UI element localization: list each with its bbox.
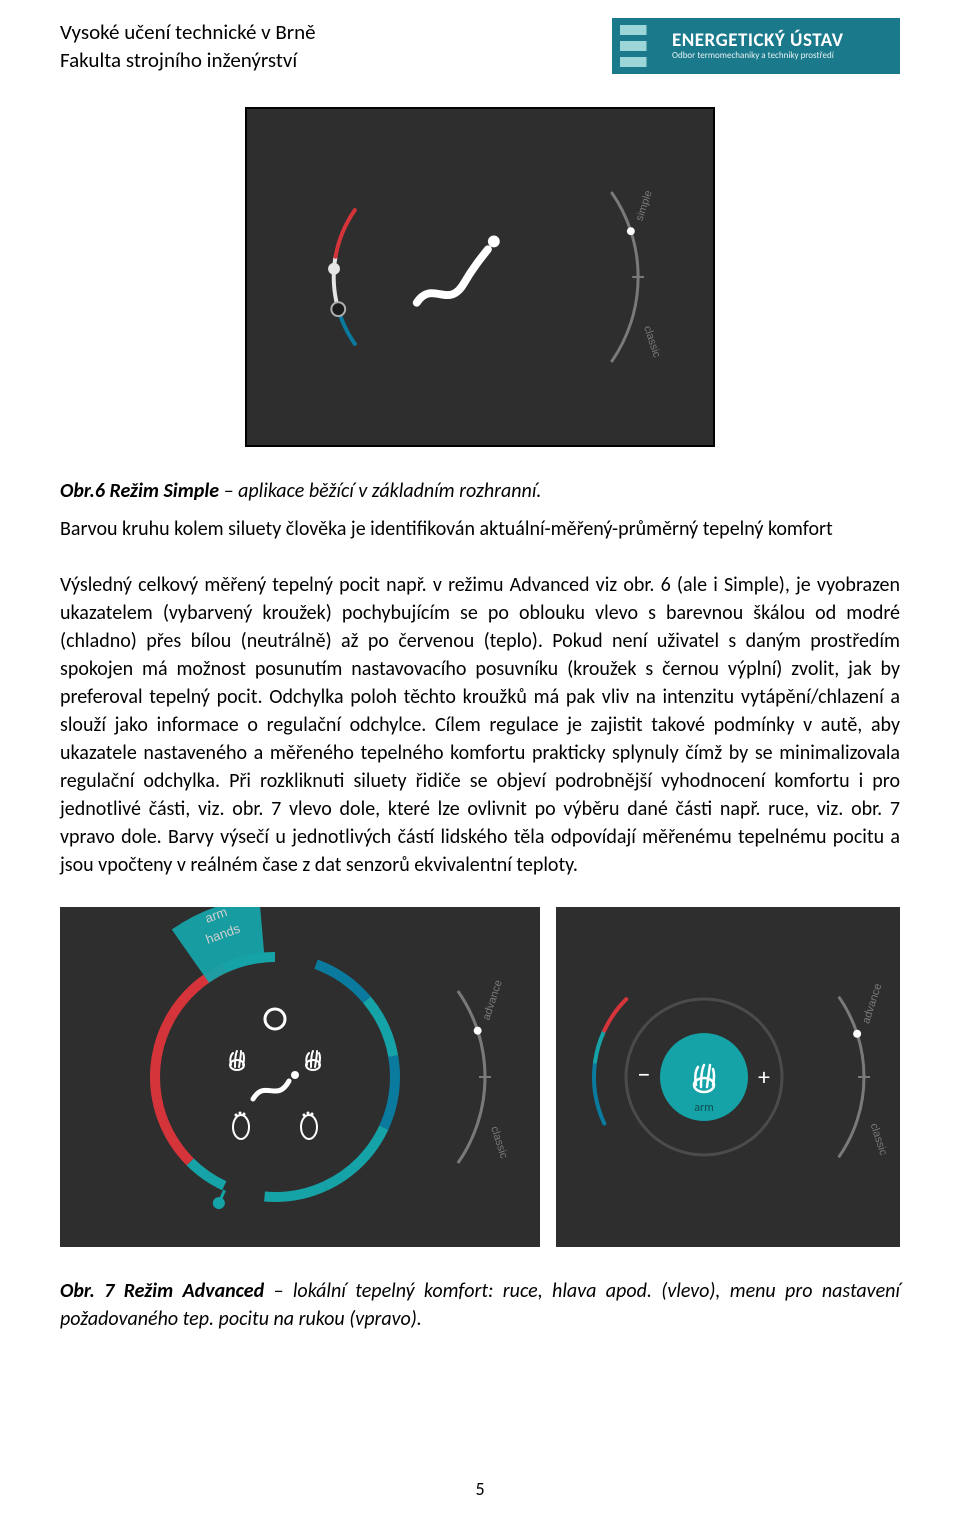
figure-2-label: Obr. 7 Režim Advanced: [60, 1279, 264, 1303]
body-paragraph-1: Barvou kruhu kolem siluety člověka je id…: [60, 515, 900, 543]
figure-1-label: Obr.6 Režim Simple: [60, 479, 219, 503]
figure-2-pair: handsarmclassicadvance −+armclassicadvan…: [60, 907, 900, 1247]
logo-bars-icon: [620, 25, 664, 67]
figure-2-caption: Obr. 7 Režim Advanced – lokální tepelný …: [60, 1277, 900, 1333]
figure-1-simple-dial: classicsimple: [245, 107, 715, 447]
svg-text:−: −: [638, 1058, 651, 1090]
body-paragraph-2: Výsledný celkový měřený tepelný pocit na…: [60, 571, 900, 879]
figure-1-wrap: classicsimple: [60, 107, 900, 447]
figure-1-caption: Obr.6 Režim Simple – aplikace běžící v z…: [60, 477, 900, 505]
svg-text:arm: arm: [694, 1101, 714, 1115]
page-header: Vysoké učení technické v Brně Fakulta st…: [60, 18, 900, 75]
page-number: 5: [0, 1478, 960, 1500]
figure-1-caption-rest: – aplikace běžící v základním rozhranní.: [219, 479, 541, 503]
figure-2-right-panel: −+armclassicadvance: [556, 907, 900, 1247]
logo: ENERGETICKÝ ÚSTAV Odbor termomechaniky a…: [612, 18, 900, 74]
figure-2-left-panel: handsarmclassicadvance: [60, 907, 540, 1247]
logo-title: ENERGETICKÝ ÚSTAV: [672, 31, 843, 51]
institution-line1: Vysoké učení technické v Brně: [60, 18, 316, 46]
figure-2-right-adjust: −+armclassicadvance: [556, 907, 900, 1247]
institution-line2: Fakulta strojního inženýrství: [60, 46, 316, 74]
logo-subtitle: Odbor termomechaniky a techniky prostřed…: [672, 51, 843, 60]
figure-2-left-bodymap: handsarmclassicadvance: [60, 907, 540, 1247]
institution-block: Vysoké učení technické v Brně Fakulta st…: [60, 18, 316, 75]
svg-text:+: +: [758, 1063, 770, 1092]
